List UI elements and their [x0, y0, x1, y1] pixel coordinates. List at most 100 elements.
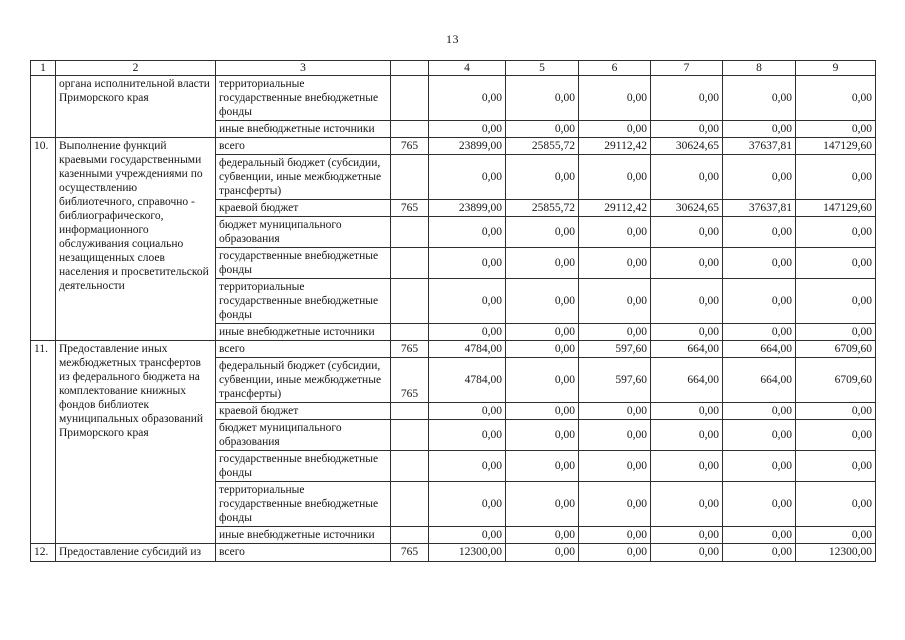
table-row: федеральный бюджет (субсидии, субвенции,…: [31, 357, 876, 404]
amount-cell: 4784,00: [428, 357, 506, 404]
amount-cell: 0,00: [428, 247, 506, 280]
amount-cell: 29112,42: [578, 199, 651, 218]
amount-cell: 0,00: [428, 323, 506, 342]
table-row: государственные внебюджетные фонды 0,00 0,…: [31, 450, 876, 483]
column-header: 5: [505, 59, 579, 77]
amount-cell: 0,00: [722, 75, 796, 122]
grbs-code: [390, 402, 429, 421]
amount-cell: 0,00: [795, 481, 876, 528]
amount-cell: 0,00: [578, 323, 651, 342]
amount-cell: 0,00: [505, 419, 579, 452]
amount-cell: 29112,42: [578, 137, 651, 156]
column-header: 6: [578, 59, 651, 77]
measure-title: Предоставление субсидий из: [55, 543, 216, 562]
amount-cell: 0,00: [505, 278, 579, 325]
row-number: 11.: [30, 340, 56, 545]
amount-cell: 0,00: [795, 120, 876, 139]
row-number: 10.: [30, 137, 56, 342]
amount-cell: 23899,00: [428, 137, 506, 156]
table-row: 10. Выполнение функций краевыми государст…: [30, 137, 876, 342]
amount-cell: 0,00: [795, 450, 876, 483]
table-row: иные внебюджетные источники 0,00 0,00 0,00 0…: [31, 526, 876, 545]
table-row: органа исполнительной власти Приморского…: [30, 75, 876, 139]
funding-source: бюджет муниципального образования: [215, 419, 391, 452]
amount-cell: 0,00: [650, 120, 723, 139]
amount-cell: 664,00: [650, 340, 723, 359]
amount-cell: 0,00: [795, 247, 876, 280]
amount-cell: 0,00: [650, 450, 723, 483]
grbs-code: [390, 120, 429, 139]
column-header: 4: [428, 59, 506, 77]
table-row: иные внебюджетные источники 0,00 0,00 0,00 0…: [31, 323, 876, 342]
measure-title: Выполнение функций краевыми государствен…: [55, 137, 216, 342]
funding-source: территориальные государственные внебюдже…: [215, 75, 391, 122]
amount-cell: 664,00: [722, 340, 796, 359]
funding-source: иные внебюджетные источники: [215, 526, 391, 545]
grbs-code: [390, 323, 429, 342]
amount-cell: 0,00: [650, 402, 723, 421]
grbs-code: [390, 419, 429, 452]
amount-cell: 0,00: [722, 419, 796, 452]
amount-cell: 0,00: [650, 278, 723, 325]
amount-cell: 0,00: [428, 120, 506, 139]
amount-cell: 23899,00: [428, 199, 506, 218]
amount-cell: 0,00: [505, 216, 579, 249]
amount-cell: 37637,81: [722, 199, 796, 218]
amount-cell: 0,00: [795, 75, 876, 122]
grbs-code: 765: [390, 340, 429, 359]
amount-cell: 30624,65: [650, 137, 723, 156]
amount-cell: 0,00: [650, 247, 723, 280]
grbs-code: 765: [390, 199, 429, 218]
amount-cell: 0,00: [505, 402, 579, 421]
amount-cell: 0,00: [578, 402, 651, 421]
amount-cell: 0,00: [505, 75, 579, 122]
amount-cell: 30624,65: [650, 199, 723, 218]
amount-cell: 0,00: [722, 526, 796, 545]
amount-cell: 0,00: [578, 216, 651, 249]
funding-source: иные внебюджетные источники: [215, 120, 391, 139]
table-row: федеральный бюджет (субсидии, субвенции,…: [31, 154, 876, 201]
funding-source: государственные внебюджетные фонды: [215, 450, 391, 483]
amount-cell: 0,00: [722, 216, 796, 249]
column-header: 8: [722, 59, 796, 77]
funding-source: территориальные государственные внебюдже…: [215, 278, 391, 325]
amount-cell: 0,00: [578, 154, 651, 201]
page-number: 13: [446, 32, 459, 46]
amount-cell: 0,00: [505, 526, 579, 545]
amount-cell: 0,00: [722, 120, 796, 139]
amount-cell: 0,00: [650, 543, 723, 562]
grbs-code: [390, 75, 429, 122]
funding-source: иные внебюджетные источники: [215, 323, 391, 342]
table-row: территориальные государственные внебюдже…: [31, 481, 876, 528]
amount-cell: 0,00: [428, 526, 506, 545]
amount-cell: 0,00: [578, 419, 651, 452]
grbs-code: [390, 481, 429, 528]
amount-cell: 0,00: [795, 323, 876, 342]
amount-cell: 0,00: [505, 450, 579, 483]
funding-source: территориальные государственные внебюдже…: [215, 481, 391, 528]
amount-cell: 0,00: [578, 120, 651, 139]
column-header: 2: [55, 59, 216, 77]
grbs-code: [390, 154, 429, 201]
funding-source: федеральный бюджет (субсидии, субвенции,…: [215, 154, 391, 201]
funding-source: всего: [215, 137, 391, 156]
amount-cell: 12300,00: [428, 543, 506, 562]
table-row: краевой бюджет 765 23899,00 25855,72 29112,4…: [31, 199, 876, 218]
amount-cell: 6709,60: [795, 340, 876, 359]
table-row: 12. Предоставление субсидий из всего 765 123…: [30, 543, 876, 562]
funding-source: всего: [215, 340, 391, 359]
amount-cell: 0,00: [795, 419, 876, 452]
amount-cell: 0,00: [795, 216, 876, 249]
amount-cell: 664,00: [722, 357, 796, 404]
grbs-code: [390, 216, 429, 249]
amount-cell: 0,00: [650, 481, 723, 528]
amount-cell: 0,00: [428, 75, 506, 122]
amount-cell: 0,00: [722, 154, 796, 201]
amount-cell: 0,00: [428, 216, 506, 249]
column-header: 9: [795, 59, 876, 77]
row-number: [30, 75, 56, 139]
grbs-code: 765: [390, 137, 429, 156]
grbs-code: [390, 526, 429, 545]
funding-source: всего: [215, 543, 391, 562]
